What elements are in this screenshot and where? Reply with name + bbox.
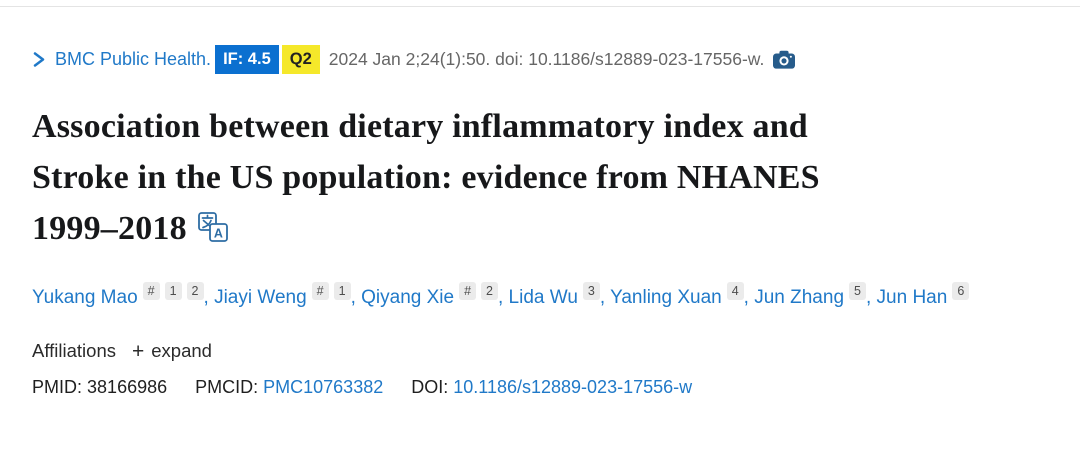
author-link[interactable]: Yukang Mao	[32, 286, 138, 308]
author-link[interactable]: Lida Wu	[508, 286, 578, 308]
pmcid-label: PMCID:	[195, 377, 259, 398]
author-separator: ,	[497, 286, 509, 308]
affiliations-label: Affiliations	[32, 340, 116, 362]
author-superscript: #	[311, 282, 329, 301]
camera-icon[interactable]	[773, 50, 796, 69]
doi-label: DOI:	[411, 377, 449, 398]
title-line-2: Stroke in the US population: evidence fr…	[32, 158, 820, 196]
article-title: Association between dietary inflammatory…	[32, 101, 1052, 258]
impact-factor-badge: IF: 4.5	[215, 45, 279, 74]
chevron-right-icon[interactable]	[32, 51, 46, 68]
author-superscript: 1	[333, 282, 351, 301]
author-superscript: 3	[582, 282, 600, 301]
author-separator: ,	[599, 286, 611, 308]
author-link[interactable]: Yanling Xuan	[610, 286, 722, 308]
author-separator: ,	[743, 286, 755, 308]
plus-icon: +	[131, 339, 145, 363]
author-link[interactable]: Jun Han	[876, 286, 948, 308]
translate-icon[interactable]: A	[197, 207, 229, 258]
citation-text: 2024 Jan 2;24(1):50. doi: 10.1186/s12889…	[328, 48, 765, 69]
author-separator: ,	[865, 286, 877, 308]
author-link[interactable]: Jiayi Weng	[214, 286, 307, 308]
author-separator: ,	[203, 286, 215, 308]
author-separator: ,	[350, 286, 362, 308]
identifiers-row: PMID: 38166986 PMCID: PMC10763382 DOI: 1…	[32, 377, 1052, 398]
citation-row: BMC Public Health. IF: 4.5 Q2 2024 Jan 2…	[32, 45, 1052, 74]
doi-group: DOI: 10.1186/s12889-023-17556-w	[411, 377, 692, 398]
affiliations-expand-button[interactable]: + expand	[132, 340, 212, 362]
pmcid-link[interactable]: PMC10763382	[263, 377, 384, 398]
article-header: BMC Public Health. IF: 4.5 Q2 2024 Jan 2…	[0, 7, 1080, 398]
authors-list: Yukang Mao #1 2, Jiayi Weng #1, Qiyang Xie #…	[32, 282, 977, 315]
author-superscript: #	[142, 282, 160, 301]
author: Yukang Mao #1 2,	[32, 282, 215, 308]
author-superscript: 5	[849, 282, 866, 301]
author-superscript: 6	[952, 282, 970, 301]
pmid-group: PMID: 38166986	[32, 377, 167, 398]
author: Jiayi Weng #1,	[214, 282, 362, 308]
author: Jun Han 6	[876, 282, 970, 308]
affiliations-row: Affiliations + expand	[32, 340, 1052, 362]
author-superscript: 4	[726, 282, 744, 301]
author-superscript: 2	[186, 282, 204, 301]
pmid-label: PMID:	[32, 377, 83, 398]
author: Jun Zhang 5,	[754, 282, 877, 308]
journal-link[interactable]: BMC Public Health.	[55, 48, 212, 69]
pmcid-group: PMCID: PMC10763382	[195, 377, 383, 398]
author-superscript: #	[459, 282, 477, 301]
svg-text:A: A	[214, 226, 223, 240]
author-link[interactable]: Jun Zhang	[754, 286, 845, 308]
doi-link[interactable]: 10.1186/s12889-023-17556-w	[453, 377, 693, 398]
author: Yanling Xuan 4,	[610, 282, 755, 308]
title-line-3: 1999–2018	[32, 209, 187, 247]
author-superscript: 1	[164, 282, 182, 301]
author: Lida Wu 3,	[508, 282, 611, 308]
author-link[interactable]: Qiyang Xie	[361, 286, 455, 308]
author: Qiyang Xie #2,	[361, 282, 509, 308]
expand-label: expand	[151, 340, 212, 362]
quartile-badge: Q2	[281, 45, 320, 74]
author-superscript: 2	[481, 282, 498, 301]
pmid-value: 38166986	[87, 377, 168, 398]
top-divider	[0, 6, 1080, 7]
title-line-1: Association between dietary inflammatory…	[32, 107, 808, 145]
